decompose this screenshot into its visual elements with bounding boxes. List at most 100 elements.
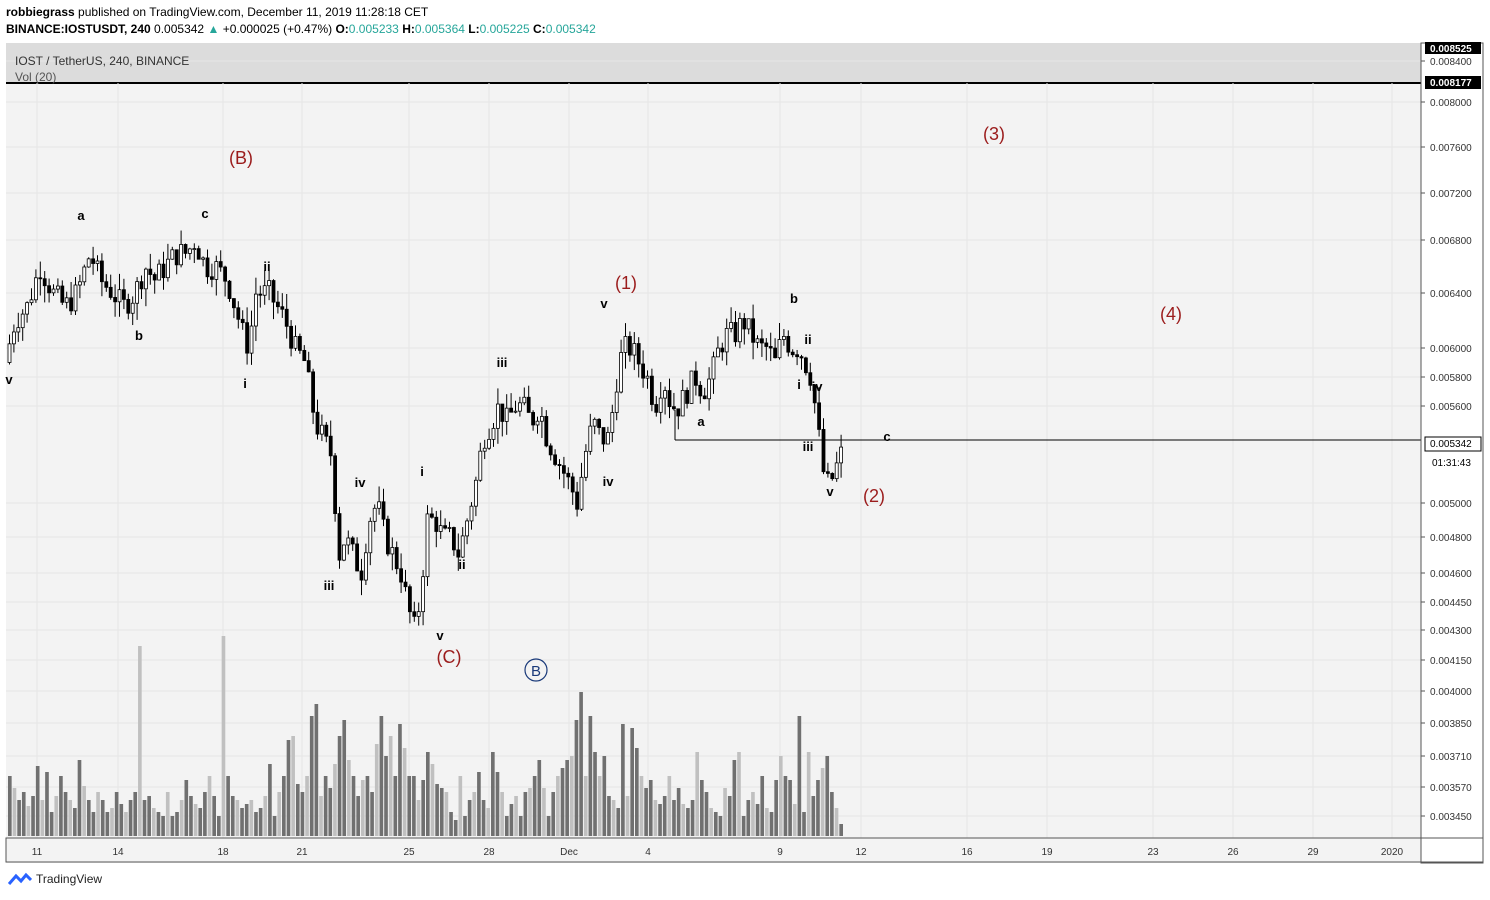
- time-tick-label: 18: [217, 847, 229, 858]
- candle-body: [192, 248, 197, 251]
- volume-bar: [416, 800, 421, 836]
- price-tick-label: 0.004450: [1430, 598, 1472, 609]
- price-tick-label: 0.008400: [1430, 57, 1472, 68]
- candle-body: [183, 244, 188, 254]
- volume-bar: [662, 796, 667, 836]
- volume-bar: [676, 788, 681, 836]
- volume-bar: [630, 728, 634, 836]
- candle-body: [399, 568, 404, 583]
- candle-body: [293, 336, 298, 349]
- volume-bar: [751, 792, 755, 836]
- volume-bar: [356, 796, 360, 836]
- candle-body: [698, 384, 703, 397]
- candle-body: [390, 547, 395, 555]
- candle-body: [253, 293, 258, 327]
- price-ticks: 0.008400 0.008000 0.007600 0.007200 0.006800…: [1421, 57, 1472, 823]
- candle-body: [667, 390, 672, 408]
- candle-body: [104, 281, 109, 288]
- wave-label-minor: iii: [324, 578, 335, 593]
- candle-body: [575, 491, 579, 510]
- footer-brand[interactable]: TradingView: [8, 872, 102, 886]
- volume-bar: [806, 752, 811, 836]
- volume-bar: [8, 776, 12, 836]
- candle-body: [478, 450, 483, 481]
- candle-body: [830, 473, 835, 480]
- volume-bar: [569, 756, 574, 836]
- volume-bar: [611, 800, 616, 836]
- candle-body: [663, 390, 667, 399]
- volume-bar: [816, 780, 820, 836]
- price-axis[interactable]: [1420, 42, 1484, 864]
- low-value: 0.005225: [479, 22, 530, 36]
- volume-bar: [560, 768, 565, 836]
- wave-label-minor: i: [243, 376, 247, 391]
- legend-vol[interactable]: Vol (20): [15, 70, 56, 84]
- candle-body: [271, 280, 276, 303]
- wave-label-minor: i: [797, 377, 801, 392]
- candle-body: [434, 516, 439, 532]
- candle-body: [328, 435, 333, 457]
- volume-bar: [323, 776, 328, 836]
- candle-body: [218, 261, 223, 268]
- candle-body: [658, 397, 663, 413]
- candle-body: [610, 412, 615, 433]
- volume-bar: [370, 792, 374, 836]
- time-tick-label: 21: [296, 847, 308, 858]
- volume-bar: [282, 776, 286, 836]
- wave-label-minor: a: [697, 414, 705, 429]
- open-label: O:: [335, 22, 349, 36]
- countdown-text: 01:31:43: [1432, 458, 1471, 469]
- volume-bar: [384, 756, 388, 836]
- volume-bar: [788, 780, 792, 836]
- candle-body: [412, 611, 417, 617]
- price-tick-label: 0.004300: [1430, 626, 1472, 637]
- volume-bar: [695, 752, 700, 836]
- volume-bar: [402, 748, 407, 836]
- volume-bar: [458, 776, 463, 836]
- volume-bar: [21, 792, 26, 836]
- candle-body: [641, 363, 645, 379]
- candle-body: [20, 313, 25, 329]
- candle-body: [42, 278, 47, 287]
- candle-body: [465, 520, 470, 537]
- volume-bar: [379, 716, 384, 836]
- candle-body: [531, 412, 535, 426]
- publish-line: robbiegrass published on TradingView.com…: [6, 5, 428, 19]
- candle-body: [526, 396, 531, 413]
- wave-label-major: (B): [229, 148, 253, 168]
- wave-label-minor: v: [826, 484, 834, 499]
- volume-bar: [240, 808, 244, 836]
- candle-body: [227, 280, 232, 299]
- volume-bar: [667, 776, 672, 836]
- volume-bar: [249, 800, 254, 836]
- candle-body: [231, 298, 236, 309]
- candle-body: [566, 472, 571, 478]
- tradingview-logo-icon: [8, 872, 32, 885]
- candle-body: [16, 327, 21, 333]
- volume-bar: [212, 796, 216, 836]
- candle-body: [148, 268, 153, 275]
- author-name[interactable]: robbiegrass: [6, 5, 75, 19]
- candle-body: [689, 370, 694, 404]
- candle-body: [535, 420, 540, 426]
- candle-body: [601, 427, 606, 445]
- wave-label-minor: b: [135, 328, 143, 343]
- time-ticks: 11 14 18 21 25 28 Dec 4 9 12 16 19 23 26 29 2020: [32, 847, 1404, 858]
- volume-bar: [295, 784, 300, 836]
- volume-bar: [760, 776, 765, 836]
- volume-bar: [704, 792, 709, 836]
- volume-bar: [198, 808, 203, 836]
- volume-bar: [342, 720, 347, 836]
- wave-label-major: (1): [615, 273, 637, 293]
- time-axis[interactable]: [5, 837, 1484, 863]
- candle-body: [165, 258, 170, 279]
- volume-bar: [133, 792, 138, 836]
- candle-body: [650, 375, 654, 405]
- volume-bar: [184, 780, 189, 836]
- price-tick-label: 0.004800: [1430, 533, 1472, 544]
- candle-body: [346, 537, 351, 546]
- candle-body: [130, 302, 135, 314]
- volume-bar: [444, 792, 449, 836]
- volume-bar: [277, 792, 282, 836]
